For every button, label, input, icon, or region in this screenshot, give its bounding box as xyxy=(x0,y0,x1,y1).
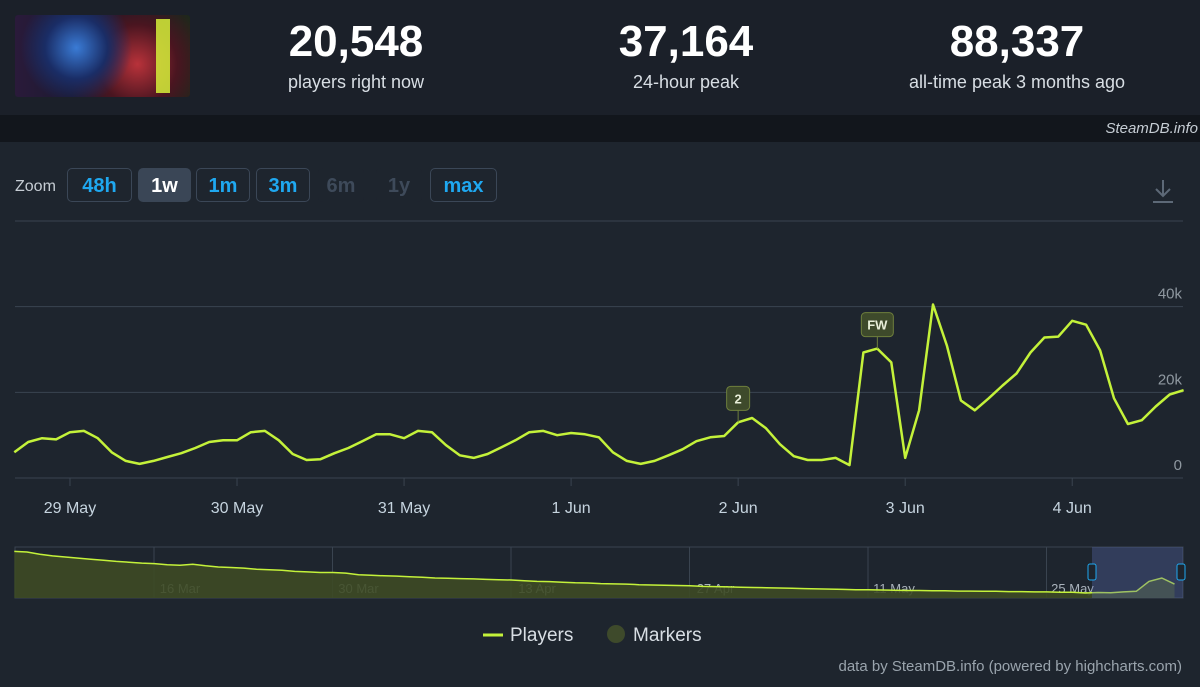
y-tick-label: 0 xyxy=(1174,457,1182,474)
marker-label: 2 xyxy=(735,391,742,406)
zoom-button: 6m xyxy=(318,168,364,202)
marker-flag xyxy=(860,312,894,338)
x-tick-label: 29 May xyxy=(44,500,96,517)
players-line xyxy=(13,303,1184,467)
x-tick-label: 30 May xyxy=(211,500,263,517)
navigator-line xyxy=(14,550,1175,594)
y-tick-label: 20k xyxy=(1158,371,1183,388)
stat-value: 20,548 xyxy=(288,17,424,66)
navigator-window[interactable] xyxy=(1092,547,1183,598)
zoom-button: 1y xyxy=(376,168,422,202)
marker-label: FW xyxy=(867,318,888,333)
navigator-area xyxy=(14,551,1175,598)
credit: data by SteamDB.info (powered by highcha… xyxy=(839,658,1183,675)
legend-label[interactable]: Markers xyxy=(633,625,702,646)
zoom-button[interactable]: 1m xyxy=(196,168,250,202)
header: 20,548 players right now 37,164 24-hour … xyxy=(0,0,1200,115)
marker-flag xyxy=(726,385,751,411)
stat-label: players right now xyxy=(287,72,425,92)
zoom-button[interactable]: 1w xyxy=(138,168,191,202)
stat-value: 88,337 xyxy=(949,17,1085,66)
x-tick-label: 3 Jun xyxy=(886,500,925,517)
navigator-handle[interactable] xyxy=(1176,563,1186,581)
stat: 20,548 players right now xyxy=(196,18,516,93)
game-thumbnail[interactable] xyxy=(15,15,190,97)
brand-strip: SteamDB.info xyxy=(0,115,1200,142)
stat: 37,164 24-hour peak xyxy=(526,18,846,93)
navigator-handle[interactable] xyxy=(1087,563,1097,581)
stat-value: 37,164 xyxy=(618,17,754,66)
download-icon[interactable] xyxy=(1153,180,1173,203)
brand: SteamDB.info xyxy=(1105,120,1198,137)
x-tick-label: 2 Jun xyxy=(719,500,758,517)
x-tick-label: 31 May xyxy=(378,500,430,517)
legend-label[interactable]: Players xyxy=(510,625,573,646)
zoom-label: Zoom xyxy=(15,178,56,195)
y-tick-label: 40k xyxy=(1158,286,1183,303)
zoom-button[interactable]: max xyxy=(430,168,497,202)
stat-label: 24-hour peak xyxy=(632,72,740,92)
zoom-button[interactable]: 3m xyxy=(256,168,310,202)
stat-label: all-time peak 3 months ago xyxy=(908,72,1126,92)
stat: 88,337 all-time peak 3 months ago xyxy=(857,18,1177,93)
x-tick-label: 4 Jun xyxy=(1053,500,1092,517)
x-tick-label: 1 Jun xyxy=(552,500,591,517)
legend-swatch xyxy=(607,625,625,643)
zoom-button[interactable]: 48h xyxy=(67,168,132,202)
